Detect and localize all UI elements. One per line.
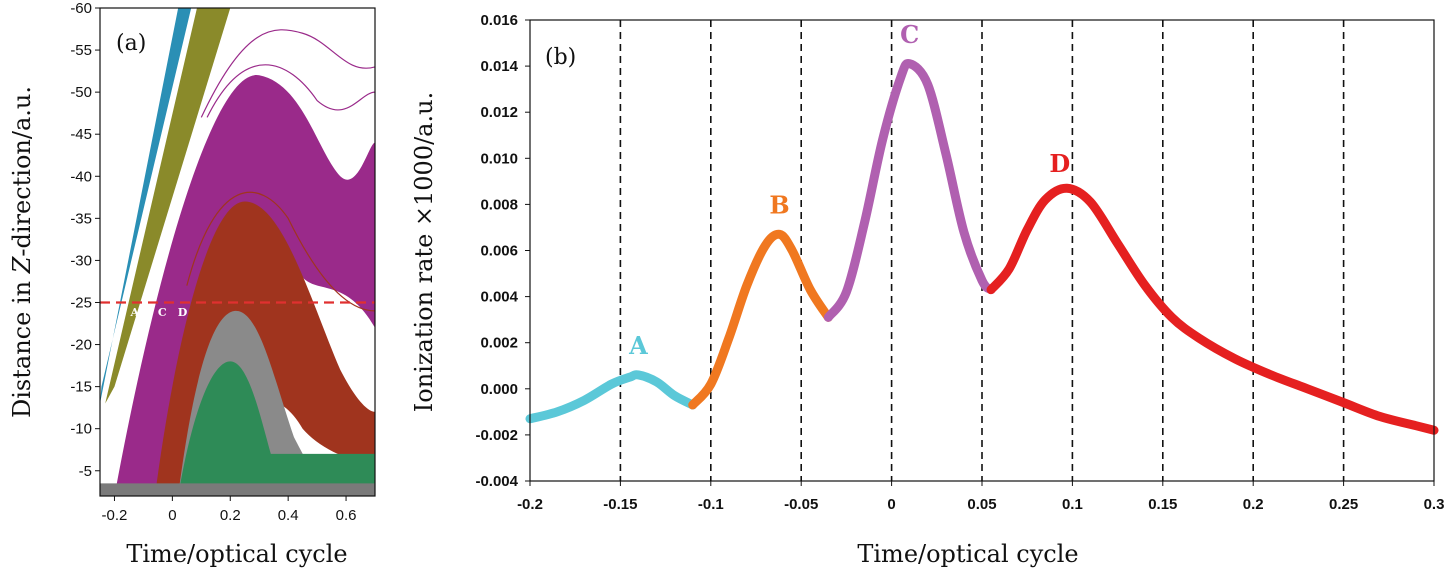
y-tick-label-a: -25 [70,294,92,311]
x-tick-label-b: 0.15 [1148,496,1177,513]
series-b [688,229,833,410]
x-tick-label-a: 0.6 [336,507,357,524]
x-tick-label-b: -0.2 [517,496,543,513]
y-title-suffix: -direction/a.u. [8,86,36,257]
x-tick-label-a: -0.2 [102,507,128,524]
series-c [823,59,996,322]
x-tick-label-a: 0.2 [220,507,241,524]
trajectory-line-2 [186,191,375,312]
x-tick-label-b: 0.1 [1062,496,1083,513]
x-tick-label-b: 0.25 [1329,496,1358,513]
x-tick-label-b: -0.15 [603,496,637,513]
y-tick-label-b: -0.004 [475,473,518,490]
y-tick-label-a: -45 [70,126,92,143]
y-tick-label-b: 0.000 [480,381,518,398]
x-tick-label-b: 0 [887,496,895,513]
panel-b-x-axis-title: Time/optical cycle [857,540,1078,568]
y-tick-label-b: 0.004 [480,289,518,306]
y-tick-label-a: -15 [70,379,92,396]
bottom-strip [100,483,375,496]
y-tick-label-b: 0.014 [480,58,518,75]
y-tick-label-a: -50 [70,84,92,101]
x-tick-label-b: 0.3 [1424,496,1445,513]
panel-b-y-axis-title: Ionization rate ×1000/a.u. [410,92,438,412]
y-tick-label-a: -5 [79,463,92,480]
y-title-prefix: Distance in [8,273,36,418]
panel-a-x-axis-title: Time/optical cycle [126,540,347,568]
y-title-italic: Z [8,255,36,274]
trajectory-line-1 [206,64,375,118]
peak-label-b: B [769,191,789,220]
ionization-rate-curve [525,59,1439,435]
y-tick-label-b: 0.006 [480,243,518,260]
band-letter-d: D [178,306,188,319]
y-tick-label-a: -60 [70,0,92,17]
band-letter-a: A [129,306,139,319]
y-tick-label-a: -55 [70,42,92,59]
trajectory-line-0 [200,29,375,118]
peak-label-a: A [628,331,648,360]
panel-b: -0.004 -0.002 0.000 0.002 0.004 0.006 0.008 0.0… [410,12,1444,568]
y-tick-label-a: -10 [70,421,92,438]
band-letter-b: B [143,306,152,319]
band-green [178,361,375,496]
y-tick-label-b: 0.008 [480,196,518,213]
dashed-reference-lines [619,20,1345,481]
x-tick-label-b: -0.05 [784,496,818,513]
y-tick-label-b: 0.012 [480,104,518,121]
panel-a-ticks: -5 -10 -15 -20 -25 -30 -35 -40 -45 -50 -55 -60 -0.2 0… [70,0,356,524]
y-tick-label-a: -40 [70,168,92,185]
series-a [525,370,698,424]
y-tick-label-a: -20 [70,337,92,354]
band-letter-c: C [158,306,167,319]
panel-a-frame [99,7,376,497]
y-tick-label-a: -35 [70,210,92,227]
y-tick-label-b: 0.016 [480,12,518,29]
x-tick-label-b: 0.05 [967,496,996,513]
peak-label-d: D [1049,149,1070,178]
panel-b-ticks: -0.004 -0.002 0.000 0.002 0.004 0.006 0.008 0.0… [475,12,1444,513]
series-d [986,183,1439,435]
band-b [105,8,231,404]
y-tick-label-b: 0.010 [480,150,518,167]
y-tick-label-b: -0.002 [475,427,518,444]
y-tick-label-b: 0.002 [480,335,518,352]
x-tick-label-a: 0 [168,507,176,524]
peak-label-c: C [900,20,919,49]
panel-a-label: (a) [116,31,146,56]
peak-labels: A B C D [628,20,1070,360]
x-tick-label-a: 0.4 [278,507,299,524]
x-tick-label-b: -0.1 [698,496,724,513]
panel-b-label: (b) [545,45,576,70]
x-tick-label-b: 0.2 [1243,496,1264,513]
panel-a-y-axis-title: Distance in Z-direction/a.u. [8,86,36,418]
y-tick-label-a: -30 [70,252,92,269]
